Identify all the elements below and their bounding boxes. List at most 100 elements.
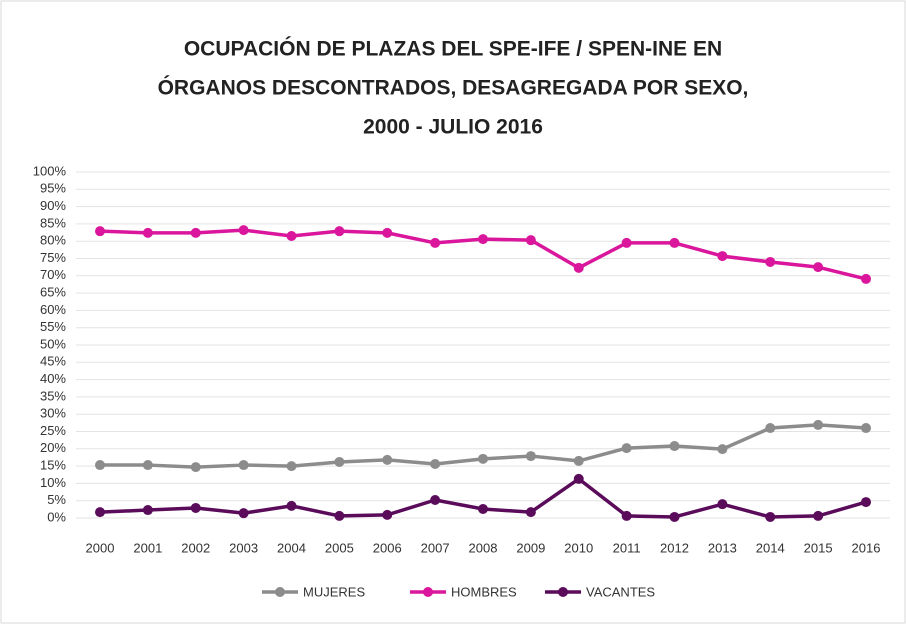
x-tick-label: 2010 (564, 540, 593, 555)
data-point (573, 455, 584, 466)
y-tick-label: 0% (47, 509, 66, 524)
data-point (669, 237, 680, 248)
y-tick-label: 25% (40, 423, 66, 438)
y-tick-label: 45% (40, 354, 66, 369)
x-tick-label: 2004 (277, 540, 306, 555)
x-tick-label: 2009 (516, 540, 545, 555)
data-point (430, 459, 441, 470)
data-point (813, 510, 824, 521)
data-point (382, 227, 393, 238)
x-tick-label: 2001 (133, 540, 162, 555)
data-point (621, 443, 632, 454)
y-tick-label: 70% (40, 267, 66, 282)
x-tick-label: 2006 (373, 540, 402, 555)
legend-marker (558, 587, 568, 597)
data-point (765, 511, 776, 522)
data-point (430, 495, 441, 506)
y-tick-label: 40% (40, 371, 66, 386)
x-tick-label: 2015 (804, 540, 833, 555)
data-point (334, 226, 345, 237)
legend-label: VACANTES (586, 584, 655, 599)
data-point (669, 441, 680, 452)
data-point (861, 497, 871, 508)
data-point (573, 262, 584, 273)
y-tick-label: 100% (33, 163, 67, 178)
x-tick-label: 2005 (325, 540, 354, 555)
data-point (765, 256, 776, 267)
legend-marker (275, 587, 285, 597)
data-point (430, 237, 441, 248)
data-point (142, 460, 153, 471)
data-point (334, 510, 345, 521)
y-tick-label: 15% (40, 458, 66, 473)
y-tick-label: 20% (40, 440, 66, 455)
data-point (813, 419, 824, 430)
data-point (669, 511, 680, 522)
chart-title: ÓRGANOS DESCONTRADOS, DESAGREGADA POR SE… (158, 76, 749, 100)
data-point (717, 251, 728, 262)
data-point (286, 500, 297, 511)
data-point (142, 227, 153, 238)
y-tick-label: 30% (40, 406, 66, 421)
data-point (238, 508, 249, 519)
data-point (621, 237, 632, 248)
y-tick-label: 10% (40, 475, 66, 490)
data-point (286, 461, 297, 472)
y-tick-label: 80% (40, 233, 66, 248)
data-point (238, 225, 249, 236)
y-tick-label: 5% (47, 492, 66, 507)
data-point (861, 273, 871, 284)
x-tick-label: 2014 (756, 540, 785, 555)
x-tick-label: 2012 (660, 540, 689, 555)
data-point (95, 226, 105, 237)
x-tick-label: 2008 (469, 540, 498, 555)
y-tick-label: 65% (40, 285, 66, 300)
data-point (525, 235, 536, 246)
data-point (382, 454, 393, 465)
y-tick-label: 35% (40, 388, 66, 403)
data-point (717, 444, 728, 455)
data-point (190, 227, 201, 238)
chart-title: 2000 - JULIO 2016 (363, 116, 543, 139)
x-tick-label: 2000 (86, 540, 115, 555)
y-tick-label: 60% (40, 302, 66, 317)
data-point (190, 462, 201, 473)
x-tick-label: 2011 (613, 540, 641, 555)
x-tick-label: 2013 (708, 540, 737, 555)
legend-marker (423, 587, 433, 597)
y-tick-label: 90% (40, 198, 66, 213)
data-point (382, 509, 393, 520)
x-tick-label: 2007 (421, 540, 450, 555)
data-point (238, 460, 249, 471)
data-point (286, 231, 297, 242)
data-point (525, 507, 536, 518)
data-point (717, 499, 728, 510)
data-point (813, 262, 824, 273)
data-point (478, 504, 488, 515)
data-point (478, 234, 488, 245)
y-tick-label: 85% (40, 215, 66, 230)
data-point (190, 502, 201, 513)
y-tick-label: 95% (40, 181, 66, 196)
y-tick-label: 75% (40, 250, 66, 265)
data-point (861, 423, 871, 434)
data-point (573, 473, 584, 484)
data-point (525, 451, 536, 462)
data-point (142, 505, 153, 516)
data-point (334, 456, 345, 467)
data-point (621, 510, 632, 521)
y-tick-label: 50% (40, 336, 66, 351)
y-tick-label: 55% (40, 319, 66, 334)
x-tick-label: 2003 (229, 540, 258, 555)
data-point (95, 507, 105, 518)
x-tick-label: 2016 (852, 540, 881, 555)
data-point (765, 423, 776, 434)
legend-label: MUJERES (303, 584, 365, 599)
x-tick-label: 2002 (181, 540, 210, 555)
legend-label: HOMBRES (451, 584, 517, 599)
chart-title: OCUPACIÓN DE PLAZAS DEL SPE-IFE / SPEN-I… (184, 37, 722, 61)
data-point (478, 453, 488, 464)
data-point (95, 460, 105, 471)
